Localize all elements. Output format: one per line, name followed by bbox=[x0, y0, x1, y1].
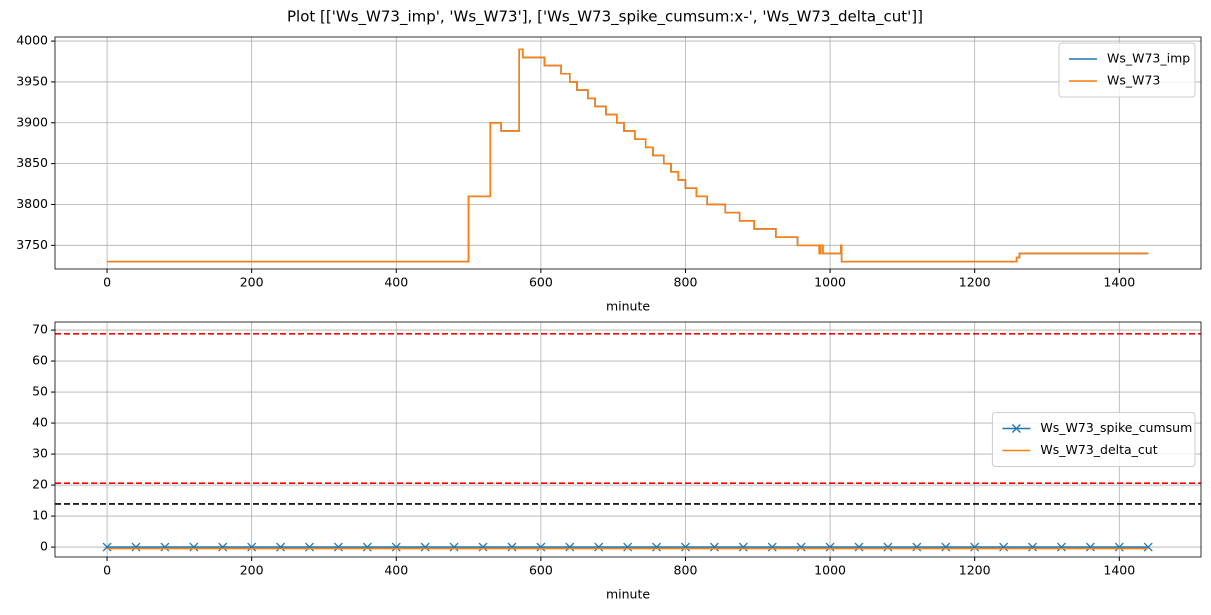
marker bbox=[999, 542, 1009, 552]
marker bbox=[536, 542, 546, 552]
legend-box bbox=[991, 412, 1196, 467]
marker bbox=[420, 542, 430, 552]
y-tick-label: 3900 bbox=[16, 114, 48, 129]
marker bbox=[594, 542, 604, 552]
marker bbox=[391, 542, 401, 552]
legend-label: Ws_W73_imp bbox=[1107, 51, 1190, 66]
series-line bbox=[107, 48, 1149, 263]
subplot: 0 200 400 600 800 1000 1200 1400 3750 3800 3850 390… bbox=[16, 33, 1202, 314]
series-line bbox=[107, 48, 1149, 263]
legend-marker bbox=[1011, 424, 1021, 433]
x-tick-label: 1400 bbox=[1103, 563, 1135, 578]
marker bbox=[478, 542, 488, 552]
marker bbox=[276, 542, 286, 552]
x-tick-label: 600 bbox=[529, 563, 553, 578]
marker bbox=[565, 542, 575, 552]
x-tick-label: 400 bbox=[384, 275, 408, 290]
marker bbox=[767, 542, 777, 552]
x-tick-label: 200 bbox=[240, 563, 264, 578]
y-tick-label: 60 bbox=[32, 353, 48, 368]
y-tick-label: 3750 bbox=[16, 237, 48, 252]
marker bbox=[333, 542, 343, 552]
marker bbox=[160, 542, 170, 552]
x-tick-label: 1000 bbox=[814, 563, 846, 578]
x-tick-label: 800 bbox=[674, 563, 698, 578]
x-axis-label: minute bbox=[606, 587, 650, 602]
y-tick-label: 3850 bbox=[16, 155, 48, 170]
marker bbox=[825, 542, 835, 552]
y-tick-label: 3950 bbox=[16, 73, 48, 88]
x-tick-label: 0 bbox=[103, 563, 111, 578]
marker bbox=[681, 542, 690, 552]
x-tick-label: 1200 bbox=[959, 275, 991, 290]
x-tick-label: 800 bbox=[674, 275, 698, 290]
axes-frame bbox=[54, 321, 1202, 558]
legend: Ws_W73_imp Ws_W73 bbox=[1058, 42, 1196, 98]
y-tick-label: 50 bbox=[32, 384, 48, 399]
marker bbox=[883, 542, 893, 552]
marker bbox=[652, 542, 662, 552]
figure-title: Plot [['Ws_W73_imp', 'Ws_W73'], ['Ws_W73… bbox=[287, 8, 923, 27]
y-tick-label: 30 bbox=[32, 446, 48, 461]
marker bbox=[912, 542, 922, 552]
y-tick-label: 40 bbox=[32, 415, 48, 430]
y-tick-label: 20 bbox=[32, 477, 48, 492]
x-tick-label: 0 bbox=[103, 275, 111, 290]
marker bbox=[247, 542, 257, 552]
legend-label: Ws_W73_spike_cumsum bbox=[1040, 420, 1192, 435]
marker bbox=[449, 542, 459, 552]
legend-box bbox=[1058, 42, 1196, 98]
marker bbox=[854, 542, 864, 552]
x-tick-label: 1000 bbox=[814, 275, 846, 290]
marker bbox=[305, 542, 314, 552]
y-tick-label: 70 bbox=[32, 322, 48, 337]
x-tick-label: 400 bbox=[384, 563, 408, 578]
marker bbox=[623, 542, 633, 552]
marker bbox=[1114, 542, 1124, 552]
marker bbox=[102, 542, 112, 552]
marker bbox=[796, 542, 806, 552]
x-tick-label: 1400 bbox=[1103, 275, 1135, 290]
plot-area bbox=[107, 48, 1149, 263]
marker bbox=[709, 542, 719, 552]
x-tick-label: 600 bbox=[529, 275, 553, 290]
x-tick-label: 1200 bbox=[959, 563, 991, 578]
x-tick-label: 200 bbox=[240, 275, 264, 290]
marker bbox=[1028, 542, 1037, 552]
marker bbox=[970, 542, 980, 552]
y-tick-label: 10 bbox=[32, 508, 48, 523]
marker bbox=[131, 542, 141, 552]
marker bbox=[941, 542, 951, 552]
legend-label: Ws_W73 bbox=[1107, 73, 1160, 88]
marker bbox=[507, 542, 517, 552]
marker bbox=[1085, 542, 1095, 552]
y-tick-label: 0 bbox=[40, 539, 48, 554]
y-tick-label: 3800 bbox=[16, 196, 48, 211]
legend-label: Ws_W73_delta_cut bbox=[1040, 442, 1157, 457]
marker bbox=[218, 542, 228, 552]
plot-area bbox=[55, 332, 1201, 552]
marker bbox=[738, 542, 748, 552]
x-axis-label: minute bbox=[606, 299, 650, 314]
legend: Ws_W73_spike_cumsum Ws_W73_delta_cut bbox=[991, 412, 1196, 467]
marker bbox=[189, 542, 199, 552]
y-tick-label: 4000 bbox=[16, 33, 48, 48]
marker bbox=[1057, 542, 1066, 552]
marker bbox=[1143, 542, 1153, 552]
axes-frame bbox=[54, 36, 1202, 270]
marker bbox=[362, 542, 372, 552]
subplot: 0 200 400 600 800 1000 1200 1400 0 10 20 30 40 50 60 70… bbox=[32, 321, 1202, 602]
